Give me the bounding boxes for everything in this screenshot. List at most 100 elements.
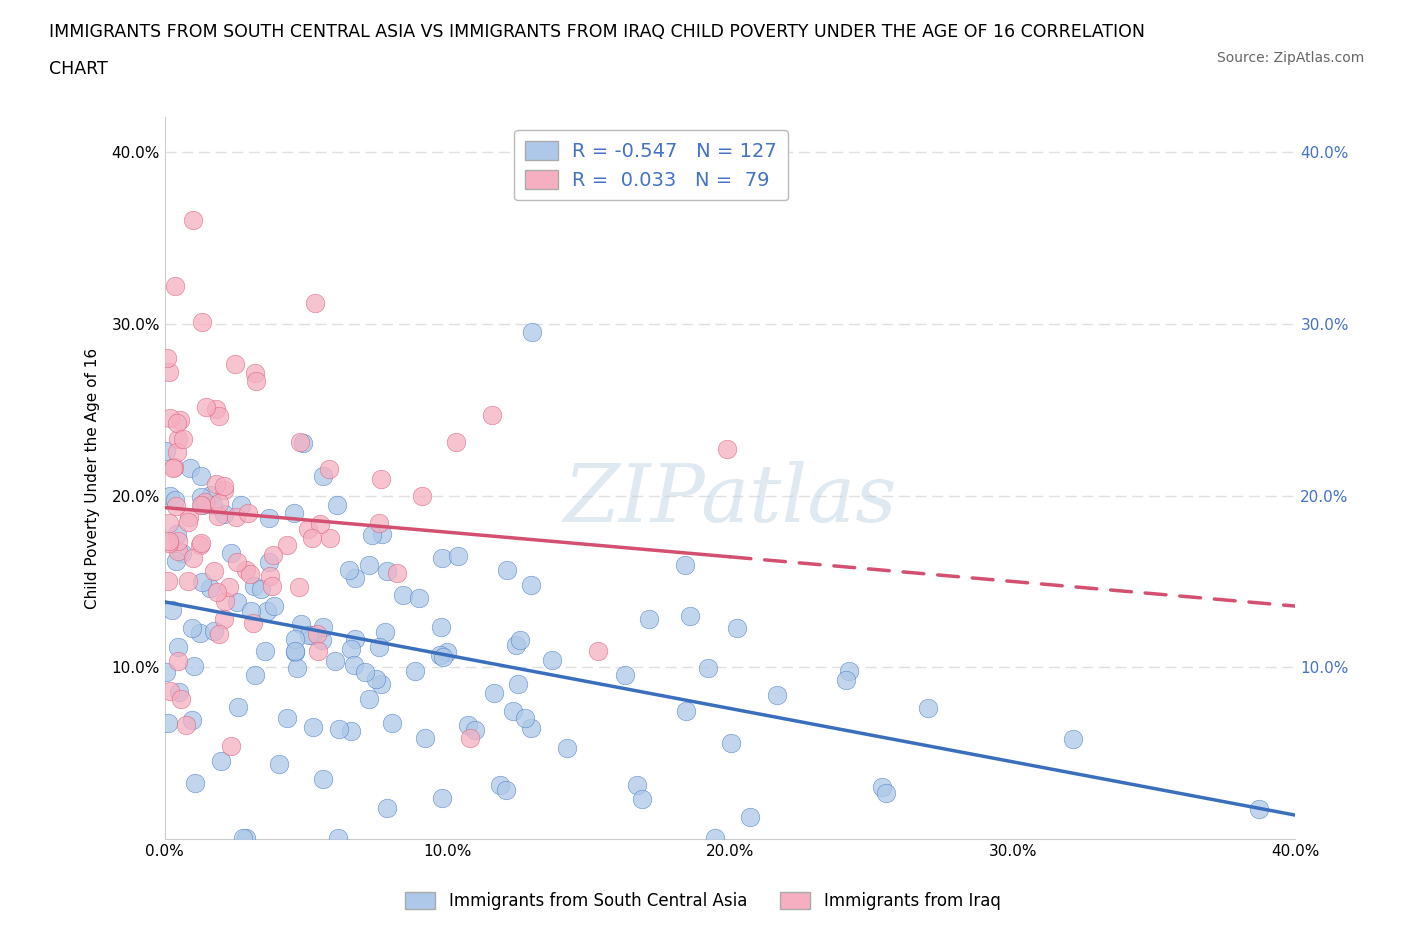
Point bbox=[179, 460, 201, 475]
Point bbox=[195, 400, 218, 415]
Point bbox=[502, 703, 524, 718]
Point bbox=[167, 543, 190, 558]
Point bbox=[191, 497, 214, 512]
Point bbox=[337, 563, 360, 578]
Point bbox=[370, 676, 392, 691]
Point bbox=[200, 487, 222, 502]
Point bbox=[540, 652, 562, 667]
Point bbox=[917, 700, 939, 715]
Point bbox=[288, 434, 311, 449]
Point bbox=[232, 830, 254, 845]
Point bbox=[250, 581, 273, 596]
Point bbox=[312, 469, 335, 484]
Point bbox=[343, 571, 366, 586]
Point bbox=[169, 412, 191, 427]
Point bbox=[505, 638, 527, 653]
Text: CHART: CHART bbox=[49, 60, 108, 78]
Point bbox=[430, 790, 453, 805]
Point bbox=[156, 351, 179, 365]
Point bbox=[166, 526, 188, 541]
Point bbox=[157, 515, 180, 530]
Point bbox=[160, 603, 183, 618]
Point bbox=[429, 619, 451, 634]
Point bbox=[208, 496, 231, 511]
Point bbox=[309, 517, 332, 532]
Point bbox=[190, 490, 212, 505]
Point bbox=[229, 498, 252, 512]
Point bbox=[370, 472, 392, 486]
Legend: Immigrants from South Central Asia, Immigrants from Iraq: Immigrants from South Central Asia, Immi… bbox=[399, 885, 1007, 917]
Point bbox=[183, 658, 205, 673]
Point bbox=[253, 644, 276, 658]
Point bbox=[430, 551, 453, 565]
Point bbox=[155, 444, 177, 458]
Point bbox=[301, 628, 323, 643]
Point bbox=[214, 479, 236, 494]
Point bbox=[205, 477, 228, 492]
Point bbox=[156, 574, 179, 589]
Point bbox=[340, 642, 363, 657]
Point bbox=[202, 498, 225, 512]
Point bbox=[166, 534, 188, 549]
Point bbox=[368, 639, 391, 654]
Point bbox=[875, 785, 897, 800]
Point bbox=[392, 587, 415, 602]
Text: Source: ZipAtlas.com: Source: ZipAtlas.com bbox=[1216, 51, 1364, 65]
Point bbox=[167, 640, 190, 655]
Point bbox=[212, 611, 235, 626]
Point bbox=[326, 498, 349, 512]
Point bbox=[725, 620, 748, 635]
Point bbox=[872, 780, 894, 795]
Point bbox=[188, 537, 211, 551]
Point bbox=[484, 686, 506, 701]
Y-axis label: Child Poverty Under the Age of 16: Child Poverty Under the Age of 16 bbox=[86, 348, 100, 609]
Point bbox=[163, 493, 186, 508]
Point bbox=[191, 575, 214, 590]
Point bbox=[224, 356, 246, 371]
Point bbox=[212, 507, 235, 522]
Point bbox=[260, 578, 283, 593]
Point bbox=[460, 730, 482, 745]
Point bbox=[354, 665, 377, 680]
Point bbox=[678, 608, 700, 623]
Point bbox=[200, 581, 222, 596]
Point bbox=[631, 791, 654, 806]
Point bbox=[371, 526, 394, 541]
Point bbox=[212, 483, 235, 498]
Point bbox=[626, 778, 648, 793]
Point bbox=[374, 625, 396, 640]
Point bbox=[284, 631, 307, 646]
Point bbox=[720, 736, 742, 751]
Point bbox=[413, 731, 436, 746]
Point bbox=[508, 676, 530, 691]
Point bbox=[586, 644, 609, 658]
Point bbox=[157, 536, 180, 551]
Point bbox=[180, 621, 202, 636]
Point bbox=[638, 612, 661, 627]
Point bbox=[297, 522, 319, 537]
Point bbox=[157, 534, 180, 549]
Point bbox=[181, 551, 204, 565]
Point bbox=[284, 644, 307, 658]
Point bbox=[381, 716, 404, 731]
Point bbox=[288, 579, 311, 594]
Point bbox=[159, 411, 181, 426]
Point bbox=[675, 704, 697, 719]
Point bbox=[245, 668, 267, 683]
Point bbox=[838, 663, 860, 678]
Point bbox=[509, 632, 531, 647]
Point bbox=[411, 489, 433, 504]
Point bbox=[367, 515, 389, 530]
Point bbox=[318, 461, 340, 476]
Point bbox=[214, 594, 236, 609]
Point bbox=[209, 753, 232, 768]
Point bbox=[190, 469, 212, 484]
Point bbox=[235, 830, 257, 845]
Point bbox=[239, 604, 262, 618]
Point bbox=[285, 660, 308, 675]
Point bbox=[444, 434, 467, 449]
Point bbox=[172, 546, 194, 561]
Point bbox=[172, 432, 194, 446]
Point bbox=[495, 783, 517, 798]
Point bbox=[226, 554, 249, 569]
